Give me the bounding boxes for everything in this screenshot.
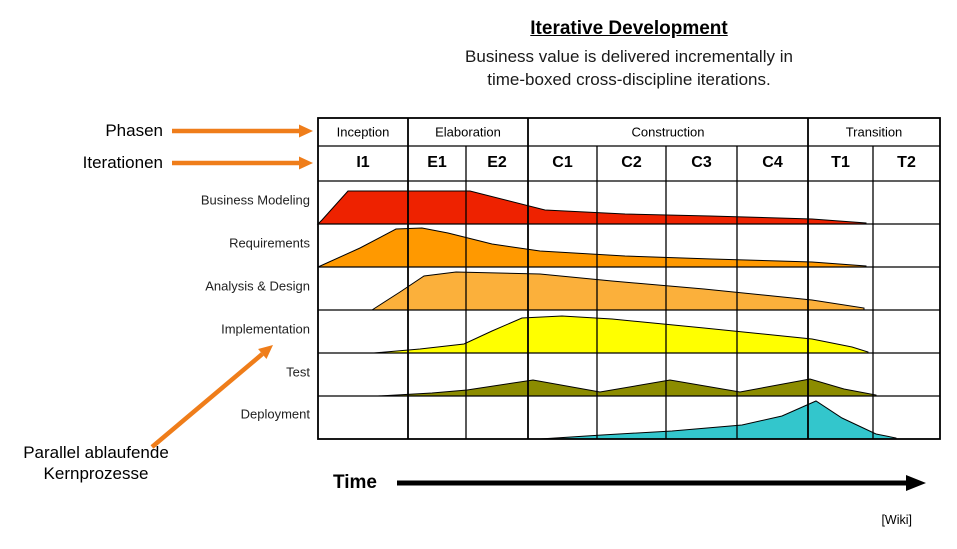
- hump-requirements: [317, 227, 867, 268]
- parallel-annotation-line2: Kernprozesse: [43, 464, 149, 483]
- iteration-label-c2: C2: [621, 154, 642, 171]
- iteration-label-e2: E2: [487, 154, 507, 171]
- hump-analysis-design: [370, 271, 865, 311]
- grid-lines: [317, 117, 941, 440]
- iteration-label-i1: I1: [356, 154, 370, 171]
- discipline-label-business-modeling: Business Modeling: [200, 192, 310, 208]
- iteration-label-c3: C3: [691, 154, 712, 171]
- parallel-arrow: [150, 345, 273, 449]
- discipline-label-implementation: Implementation: [221, 321, 310, 337]
- iteration-label-c4: C4: [762, 154, 783, 171]
- source-credit: [Wiki]: [881, 513, 912, 527]
- iteration-label-t1: T1: [831, 154, 850, 171]
- iterationen-annotation-label: Iterationen: [82, 153, 163, 172]
- phase-label-inception: Inception: [336, 124, 390, 140]
- parallel-annotation-line1: Parallel ablaufende: [23, 443, 169, 462]
- diagram-title: Iterative Development: [530, 18, 728, 39]
- hump-test: [377, 378, 877, 397]
- phase-label-elaboration: Elaboration: [435, 124, 501, 140]
- phasen-arrow: [172, 124, 313, 138]
- discipline-label-test: Test: [286, 364, 310, 380]
- phasen-annotation-label: Phasen: [105, 121, 163, 140]
- time-axis-label: Time: [333, 472, 378, 493]
- iteration-label-e1: E1: [427, 154, 447, 171]
- hump-business-modeling: [316, 190, 867, 225]
- iteration-label-t2: T2: [897, 154, 916, 171]
- discipline-label-analysis-design: Analysis & Design: [205, 278, 310, 294]
- arrows: [150, 124, 926, 491]
- iteration-label-c1: C1: [552, 154, 573, 171]
- diagram-subtitle-line2: time-boxed cross-discipline iterations.: [487, 70, 771, 89]
- discipline-label-deployment: Deployment: [240, 406, 310, 422]
- phase-label-construction: Construction: [631, 124, 705, 140]
- discipline-label-requirements: Requirements: [229, 235, 310, 251]
- diagram-subtitle-line1: Business value is delivered incrementall…: [465, 47, 793, 66]
- iterationen-arrow: [172, 156, 313, 170]
- phase-label-transition: Transition: [845, 124, 903, 140]
- time-arrow: [397, 475, 926, 491]
- hump-implementation: [373, 315, 869, 354]
